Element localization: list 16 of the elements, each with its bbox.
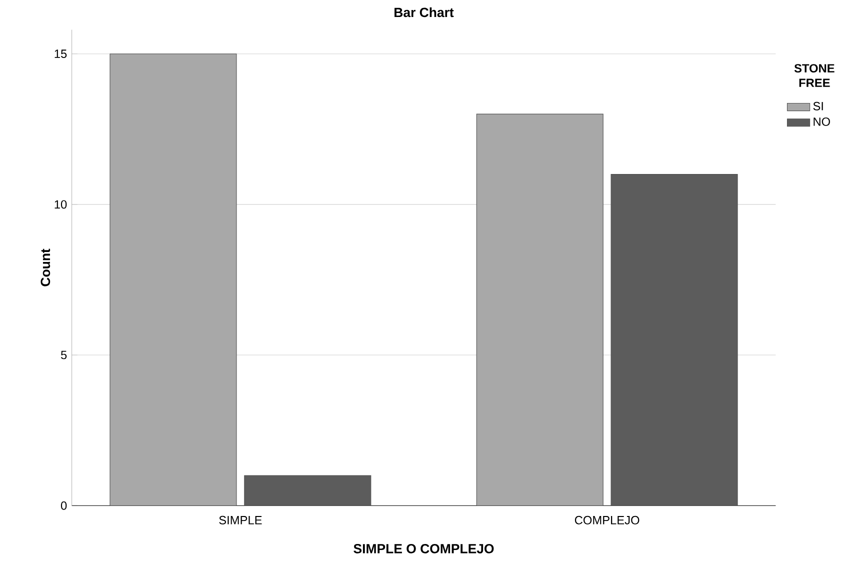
x-tick-label: SIMPLE [219,516,262,524]
bar [610,174,738,506]
y-axis-title: Count [40,248,50,286]
y-tick-label: 5 [60,350,67,360]
bar [244,475,372,506]
bar [476,114,604,506]
legend-label: SI [813,102,823,110]
y-tick-label: 0 [60,501,67,510]
legend-label: NO [814,118,830,126]
y-tick-label: 10 [54,200,67,209]
x-tick-label: COMPLEJO [574,516,640,524]
x-axis-title: SIMPLE O COMPLEJO [354,544,494,554]
chart-title: Bar Chart [394,7,454,18]
y-tick-label: 15 [54,50,67,58]
legend-title: STONE FREE [794,64,834,87]
bar [110,54,237,506]
